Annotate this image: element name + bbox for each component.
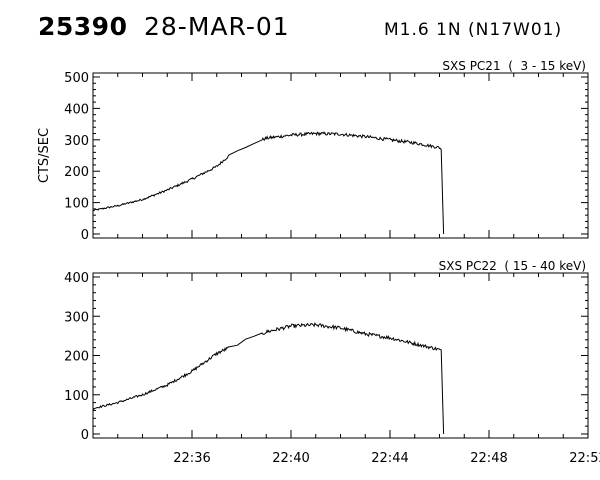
y-tick-label: 0	[81, 228, 89, 243]
x-tick-label: 22:48	[470, 451, 507, 466]
y-tick-label: 400	[64, 271, 89, 286]
plot-frame	[92, 272, 589, 439]
x-tick-label: 22:44	[371, 451, 408, 466]
x-tick-label: 22:52	[569, 451, 600, 466]
data-series-line	[92, 322, 445, 435]
x-tick-label: 22:40	[272, 451, 309, 466]
y-tick-label: 400	[64, 102, 89, 117]
plot-frame	[92, 72, 589, 239]
y-tick-label: 100	[64, 197, 89, 212]
y-tick-label: 200	[64, 165, 89, 180]
y-tick-label: 100	[64, 389, 89, 404]
chart-title: SXS PC22 ( 15 - 40 keV)	[439, 259, 586, 273]
flare-info: M1.6 1N (N17W01)	[384, 20, 563, 40]
y-tick-label: 200	[64, 350, 89, 365]
chart-title: SXS PC21 ( 3 - 15 keV)	[442, 59, 586, 73]
y-tick-label: 300	[64, 134, 89, 149]
y-tick-label: 0	[81, 428, 89, 443]
y-axis-label: CTS/SEC	[37, 128, 52, 183]
event-date: 28-MAR-01	[144, 12, 290, 41]
x-tick-label: 22:36	[173, 451, 210, 466]
y-tick-label: 300	[64, 310, 89, 325]
y-tick-label: 500	[64, 71, 89, 86]
event-number: 25390	[38, 12, 128, 41]
data-series-line	[92, 131, 445, 235]
